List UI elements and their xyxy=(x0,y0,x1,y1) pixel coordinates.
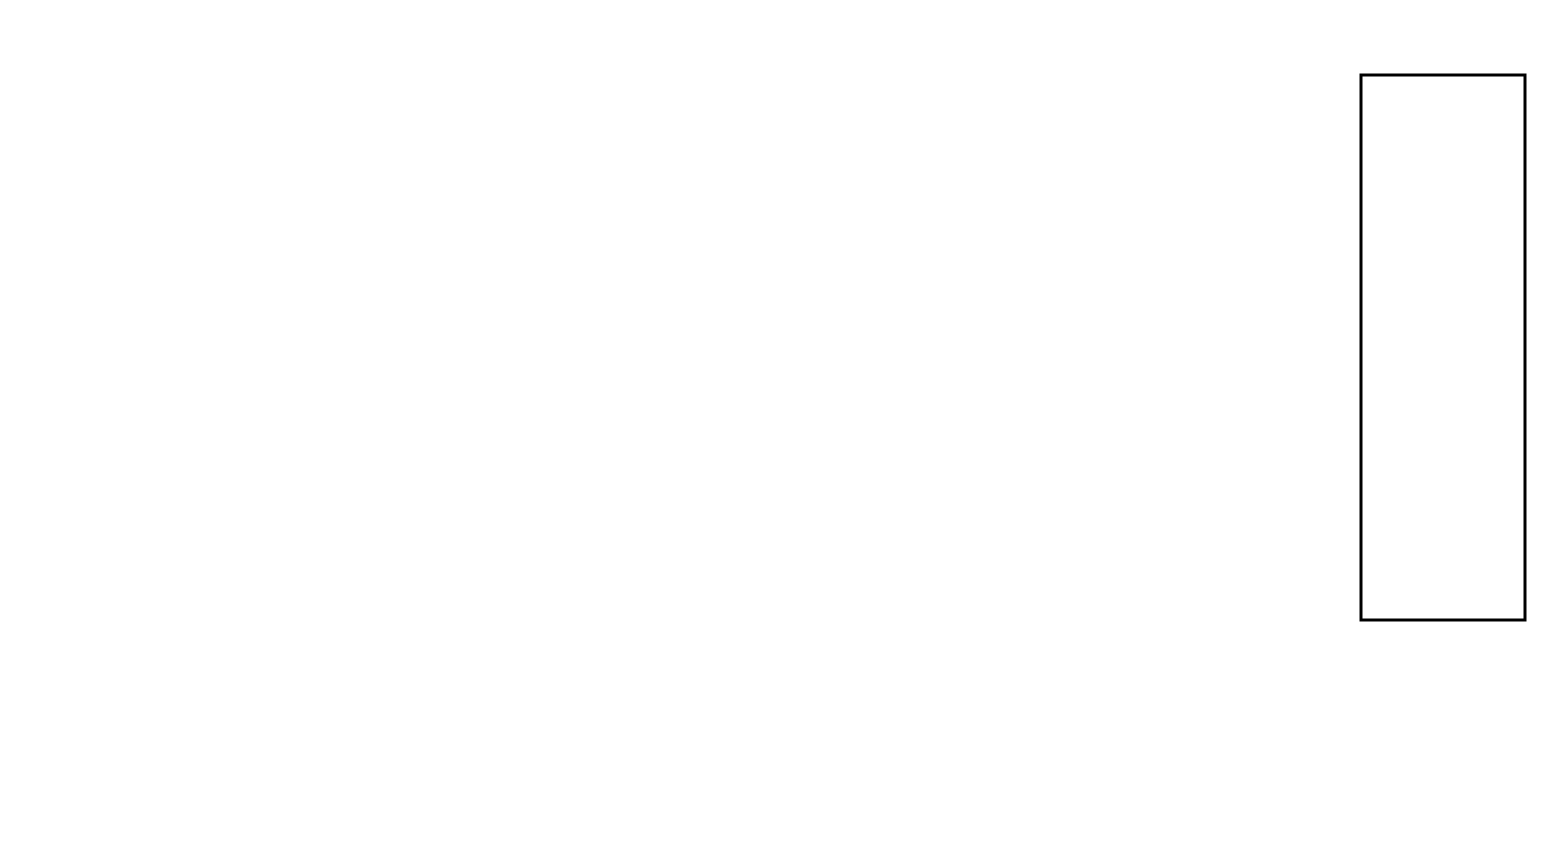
color-legend xyxy=(1359,73,1527,622)
legend-frame xyxy=(1359,73,1527,622)
